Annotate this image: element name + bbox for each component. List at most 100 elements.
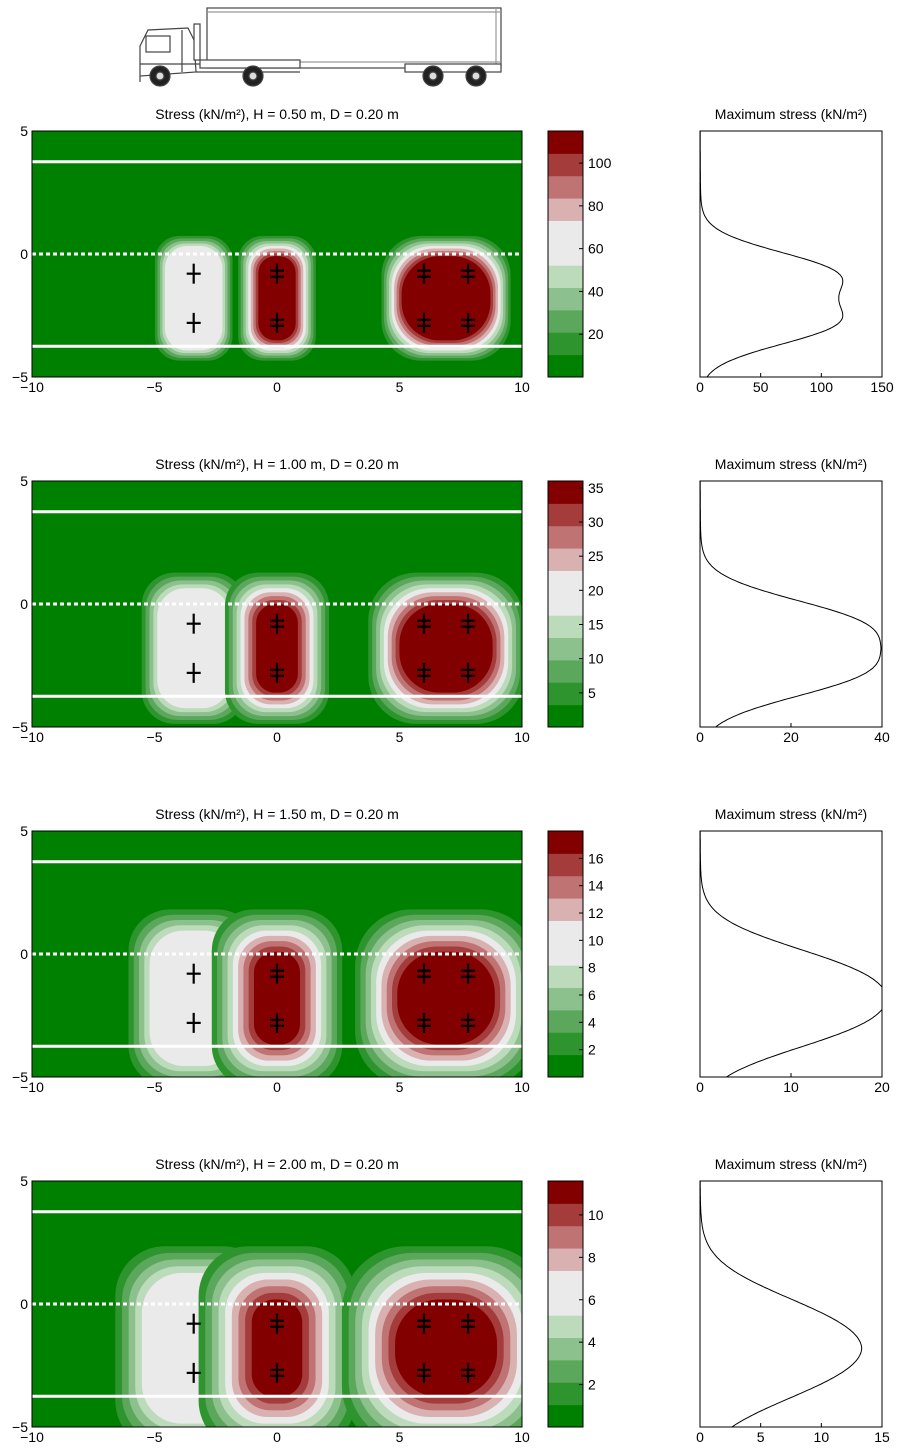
profile-x-tick-label: 100 — [810, 379, 834, 395]
colorbar-tick-label: 10 — [588, 1207, 604, 1223]
colorbar-tick-label: 100 — [588, 155, 612, 171]
stress-contour-level — [253, 951, 301, 1045]
profile-title: Maximum stress (kN/m²) — [715, 1156, 867, 1172]
x-tick-label: −5 — [147, 1429, 163, 1445]
colorbar-segment — [548, 965, 583, 989]
colorbar: 2 4 6 8 10 — [547, 1180, 604, 1428]
profile-x-tick-label: 40 — [874, 729, 890, 745]
colorbar-tick-label: 30 — [588, 514, 604, 530]
wheel-load-marker — [417, 1012, 431, 1033]
profile-x-tick-label: 0 — [696, 729, 704, 745]
colorbar-tick-label: 12 — [588, 905, 604, 921]
heatmap-frame — [31, 480, 523, 728]
stress-contour-level — [258, 256, 296, 341]
profile-x-tick-label: 20 — [874, 1079, 890, 1095]
stress-contour-level — [251, 1299, 303, 1398]
x-tick-label: 0 — [273, 379, 281, 395]
x-tick-label: −10 — [20, 1429, 44, 1445]
heatmap-frame — [31, 1180, 523, 1428]
colorbar: 2 4 6 8 10 12 14 16 — [547, 830, 604, 1078]
colorbar-segment — [548, 220, 583, 244]
x-tick-label: 10 — [514, 1079, 530, 1095]
wheel-load-marker — [461, 312, 476, 333]
colorbar-segment — [548, 1054, 583, 1078]
colorbar-segment — [548, 682, 583, 706]
stress-contour-level — [157, 588, 231, 709]
colorbar-tick-label: 20 — [588, 326, 604, 342]
colorbar-segment — [548, 1270, 583, 1294]
x-tick-label: 0 — [273, 729, 281, 745]
colorbar-segment — [548, 615, 583, 639]
y-tick-label: 0 — [20, 246, 28, 262]
wheel-load-marker — [186, 1012, 201, 1033]
wheel-load-marker — [270, 312, 284, 333]
wheel-load-marker — [186, 662, 201, 683]
colorbar-tick-label: 20 — [588, 582, 604, 598]
colorbar-segment — [548, 309, 583, 333]
profile-x-tick-label: 50 — [753, 379, 769, 395]
colorbar-segment — [548, 987, 583, 1011]
colorbar-tick-label: 5 — [588, 685, 596, 701]
colorbar-segment — [548, 1225, 583, 1249]
x-tick-label: 10 — [514, 379, 530, 395]
colorbar-segment — [548, 1382, 583, 1406]
wheel-load-marker — [417, 312, 431, 333]
colorbar-tick-label: 6 — [588, 1292, 596, 1308]
x-tick-label: 5 — [396, 379, 404, 395]
wheel-load-marker — [186, 263, 201, 284]
profile-title: Maximum stress (kN/m²) — [715, 806, 867, 822]
colorbar-tick-label: 14 — [588, 878, 604, 894]
colorbar-segment — [548, 354, 583, 378]
colorbar-segment — [548, 1337, 583, 1361]
colorbar-segment — [548, 503, 583, 527]
x-tick-label: 5 — [396, 729, 404, 745]
colorbar-segment — [548, 898, 583, 921]
x-tick-label: −10 — [20, 379, 44, 395]
y-tick-label: 5 — [20, 1173, 28, 1189]
wheel-load-marker — [417, 662, 431, 683]
colorbar-tick-label: 15 — [588, 617, 604, 633]
profile-curve — [699, 131, 844, 378]
colorbar-segment — [548, 287, 583, 311]
stress-contour-level — [164, 246, 223, 351]
colorbar-tick-label: 4 — [588, 1014, 596, 1030]
colorbar-segment — [548, 1359, 583, 1383]
stress-panel-1: Stress (kN/m²), H = 0.50 m, D = 0.20 m −1… — [12, 106, 894, 395]
x-tick-label: 5 — [396, 1429, 404, 1445]
wheel-load-marker — [417, 263, 431, 284]
colorbar-segment — [548, 831, 583, 854]
colorbar-segment — [548, 1248, 583, 1271]
y-tick-label: 5 — [20, 823, 28, 839]
colorbar-segment — [548, 637, 583, 661]
stress-contour-level — [395, 1299, 498, 1398]
wheel-load-marker — [270, 613, 284, 634]
colorbar-segment — [548, 175, 583, 199]
colorbar-segment — [548, 920, 583, 944]
stress-contour-level — [399, 603, 493, 693]
colorbar: 20 40 60 80 100 — [547, 130, 612, 378]
colorbar-segment — [548, 525, 583, 549]
panel-title: Stress (kN/m²), H = 1.50 m, D = 0.20 m — [155, 806, 399, 822]
colorbar-tick-label: 2 — [588, 1377, 596, 1393]
profile-x-tick-label: 150 — [870, 379, 894, 395]
x-tick-label: 5 — [396, 1079, 404, 1095]
profile-curve — [699, 481, 882, 728]
colorbar-segment — [548, 1009, 583, 1033]
wheel-load-marker — [417, 613, 431, 634]
colorbar: 5 10 15 20 25 30 35 — [547, 480, 604, 728]
x-tick-label: −5 — [147, 729, 163, 745]
colorbar-segment — [548, 1292, 583, 1316]
profile-x-tick-label: 5 — [757, 1429, 765, 1445]
y-tick-label: 5 — [20, 473, 28, 489]
wheel-load-marker — [270, 263, 284, 284]
heatmap-frame — [31, 830, 523, 1078]
colorbar-segment — [548, 332, 583, 356]
colorbar-tick-label: 10 — [588, 651, 604, 667]
colorbar-segment — [548, 1315, 583, 1339]
stress-panel-2: Stress (kN/m²), H = 1.00 m, D = 0.20 m −1… — [12, 456, 890, 745]
stress-panel-4: Stress (kN/m²), H = 2.00 m, D = 0.20 m −1… — [12, 1156, 890, 1445]
colorbar-tick-label: 2 — [588, 1042, 596, 1058]
x-tick-label: −5 — [147, 379, 163, 395]
colorbar-tick-label: 8 — [588, 1249, 596, 1265]
